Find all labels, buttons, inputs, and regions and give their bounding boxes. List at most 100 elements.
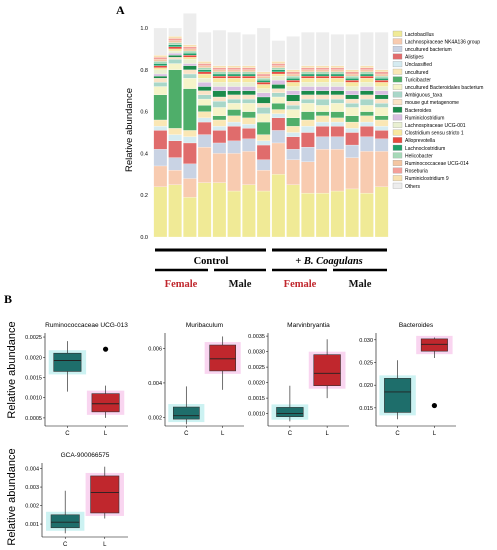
x-tick-label: L — [104, 431, 108, 437]
bar-segment-helicobacter — [183, 50, 197, 54]
bar-segment-uncultured-bacterium — [374, 138, 389, 152]
bar-segment-ruminiclostridium-9 — [374, 69, 389, 73]
bar-segment-ambiguous-taxa — [183, 73, 197, 79]
bar-segment-uncultured — [183, 130, 197, 137]
bar-segment-turicibacter — [153, 94, 168, 121]
bar-segment-alistipes — [212, 130, 227, 144]
bar-segment-lachnoclostridium — [242, 73, 256, 77]
bar-segment-turicibacter — [256, 121, 271, 135]
bar-segment-lactobacillus — [330, 190, 345, 238]
bar-segment-clostridium-sensu-stricto-1 — [315, 78, 330, 83]
bar-segment-ruminiclostridium — [330, 86, 345, 91]
bar-segment-helicobacter — [330, 71, 345, 75]
bar-segment-ambiguous-taxa — [242, 98, 256, 104]
bar-segment-clostridium-sensu-stricto-1 — [374, 82, 389, 87]
y-tick-label: 0.001 — [25, 522, 39, 528]
bar-segment-ruminiclostridium-9 — [330, 65, 345, 68]
bar-segment-mouse-gut-metagenome — [227, 94, 241, 100]
bar-segment-turicibacter — [301, 111, 315, 121]
bar-segment-lachnoclostridium — [256, 80, 271, 83]
bar-segment-unclassified — [256, 140, 271, 146]
panel-b-label: B — [4, 292, 12, 306]
bar-segment-uncultured — [315, 115, 330, 123]
bar-segment-ruminococcaceae-ucg-014 — [315, 69, 330, 73]
bar-segment-ruminiclostridium-9 — [286, 69, 300, 73]
bar-segment-ruminiclostridium — [271, 80, 286, 85]
bar-segment-turicibacter — [330, 111, 345, 118]
boxplot-marvinbryantia: Marvinbryantia 0.0010 0.0015 0.0020 0.0025 0.… — [248, 322, 349, 437]
bar-segment-ruminiclostridium-9 — [153, 55, 168, 58]
box-body — [50, 514, 80, 529]
bar-segment-others — [212, 29, 227, 66]
bar-segment-lachnoclostridium — [212, 73, 227, 77]
bar-segment-ruminiclostridium — [212, 86, 227, 91]
bar-segment-unclassified — [315, 121, 330, 127]
bar-segment-ambiguous-taxa — [301, 98, 315, 104]
bar-segment-lachnospiraceae-nk4a136-group — [227, 153, 241, 192]
bar-segment-uncultured-bacterium — [168, 157, 182, 171]
bar-segment-uncultured — [197, 111, 212, 118]
bar-segment-lachnospiraceae-ucg-001 — [256, 88, 271, 93]
panel-b-row1-y-axis-label: Relative abundance — [6, 321, 18, 418]
box-l — [85, 466, 124, 519]
bar-segment-lachnoclostridium — [360, 73, 374, 77]
bar-segment-bacteroides — [227, 90, 241, 96]
legend-swatch-helicobacter — [392, 152, 403, 159]
bar-segment-ambiguous-taxa — [360, 98, 374, 106]
bar-segment-uncultured — [212, 119, 227, 127]
female-2-label: Female — [284, 279, 317, 290]
bar-segment-alloprevotella — [315, 75, 330, 79]
bar-segment-uncultured-bacterium — [183, 163, 197, 179]
bar-segment-helicobacter — [286, 75, 300, 79]
bar-segment-ruminiclostridium-9 — [360, 65, 374, 68]
bar-segment-ambiguous-taxa — [271, 92, 286, 98]
bar-segment-mouse-gut-metagenome — [286, 101, 300, 106]
panel-b-row2-y-axis-label: Relative abundance — [6, 448, 18, 545]
bar-segment-lactobacillus — [345, 188, 359, 238]
box-plots: Ruminococcaceae UCG-013 0.0005 0.0010 0.001… — [25, 322, 456, 548]
box-l — [204, 336, 241, 390]
bar-segment-alistipes — [183, 142, 197, 164]
bar-segment-helicobacter — [315, 71, 330, 75]
bar-segment-ruminiclostridium — [168, 52, 182, 56]
x-tick-label: C — [288, 431, 293, 437]
bar-segment-ruminococcaceae-ucg-014 — [242, 69, 256, 73]
male-1-label: Male — [229, 279, 252, 290]
bar-segment-mouse-gut-metagenome — [242, 94, 256, 100]
bar-segment-lachnoclostridium — [271, 69, 286, 73]
bar-segment-lactobacillus — [271, 174, 286, 238]
x-tick-label: L — [103, 542, 107, 548]
bar-segment-alistipes — [153, 130, 168, 150]
bar-segment-uncultured-bacterium — [360, 136, 374, 152]
bar-segment-uncultured-bacterium — [271, 130, 286, 144]
panel-a-y-tick-label: 0.4 — [140, 151, 148, 157]
bar-segment-lactobacillus — [256, 190, 271, 238]
box-body — [91, 393, 120, 413]
bar-segment-ruminococcaceae-ucg-014 — [345, 73, 359, 77]
bar-segment-lachnospiraceae-nk4a136-group — [345, 157, 359, 190]
bar-segment-helicobacter — [301, 71, 315, 75]
bar-segment-lachnospiraceae-ucg-001 — [271, 75, 286, 81]
bar-segment-mouse-gut-metagenome — [256, 103, 271, 108]
legend-label-unclassified: Unclassified — [405, 62, 432, 68]
legend-swatch-ruminiclostridium — [392, 114, 403, 121]
bar-segment-ruminiclostridium — [286, 90, 300, 96]
bar-segment-uncultured-bacterium — [330, 136, 345, 150]
bar-segment-uncultured-bacterium — [286, 149, 300, 160]
bar-segment-ambiguous-taxa — [168, 59, 182, 64]
legend-label-helicobacter: Helicobacter — [405, 153, 433, 159]
legend-swatch-alistipes — [392, 53, 403, 60]
bar-segment-lactobacillus — [153, 186, 168, 238]
bar-segment-turicibacter — [286, 117, 300, 127]
boxplot-title: Marvinbryantia — [287, 322, 330, 329]
bar-segment-mouse-gut-metagenome — [168, 57, 182, 60]
bar-segment-uncultured — [242, 117, 256, 125]
bar-segment-alistipes — [330, 126, 345, 137]
bar-segment-clostridium-sensu-stricto-1 — [153, 67, 168, 70]
bar-segment-helicobacter — [242, 71, 256, 75]
bar-segment-turicibacter — [242, 111, 256, 118]
bar-segment-lachnospiraceae-nk4a136-group — [301, 161, 315, 194]
box-c — [379, 360, 416, 420]
bar-segment-clostridium-sensu-stricto-1 — [330, 78, 345, 83]
y-tick-label: 0.004 — [148, 381, 162, 387]
